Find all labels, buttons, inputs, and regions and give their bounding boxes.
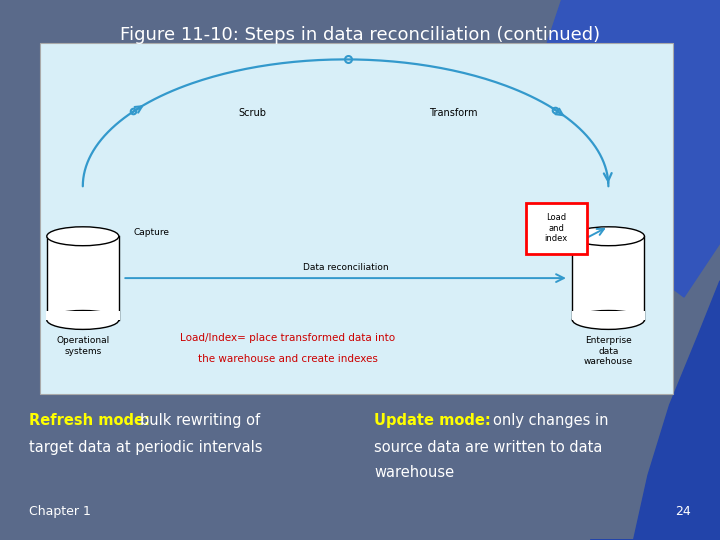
Text: the warehouse and create indexes: the warehouse and create indexes [198,354,378,364]
Bar [47,237,119,320]
Ellipse shape [572,227,644,246]
Text: Transform: Transform [429,107,478,118]
Text: Enterprise
data
warehouse: Enterprise data warehouse [584,336,633,366]
Ellipse shape [572,310,644,329]
Ellipse shape [47,227,119,246]
Text: Capture: Capture [133,228,169,237]
Polygon shape [547,0,720,297]
Bar [46,310,120,320]
Text: warehouse: warehouse [374,465,454,481]
Bar [572,237,644,320]
Text: Operational
systems: Operational systems [56,336,109,355]
Text: Data reconciliation: Data reconciliation [303,262,388,272]
Bar [526,202,587,254]
Text: Update mode:: Update mode: [374,413,491,428]
Text: target data at periodic intervals: target data at periodic intervals [29,440,262,455]
Text: Load
and
index: Load and index [544,213,568,243]
Text: Refresh mode:: Refresh mode: [29,413,150,428]
Bar [40,43,673,394]
Text: bulk rewriting of: bulk rewriting of [140,413,261,428]
Ellipse shape [47,310,119,329]
Bar [572,310,645,320]
Text: Figure 11-10: Steps in data reconciliation (continued): Figure 11-10: Steps in data reconciliati… [120,26,600,44]
Text: Chapter 1: Chapter 1 [29,505,91,518]
Text: Scrub: Scrub [238,107,266,118]
Text: only changes in: only changes in [493,413,608,428]
Polygon shape [590,281,720,540]
Text: Load/Index= place transformed data into: Load/Index= place transformed data into [181,333,395,343]
Text: 24: 24 [675,505,691,518]
Text: source data are written to data: source data are written to data [374,440,603,455]
